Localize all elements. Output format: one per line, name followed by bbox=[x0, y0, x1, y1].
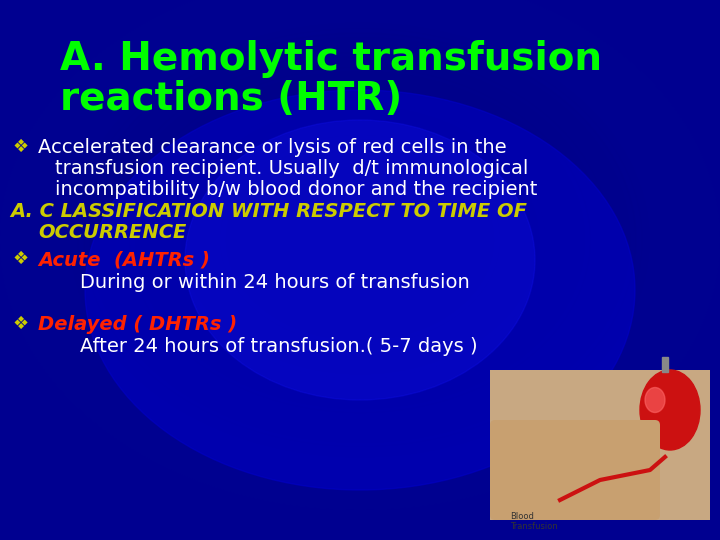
Ellipse shape bbox=[148, 82, 572, 399]
Ellipse shape bbox=[71, 23, 649, 457]
Text: Accelerated clearance or lysis of red cells in the: Accelerated clearance or lysis of red ce… bbox=[38, 138, 507, 157]
Ellipse shape bbox=[226, 140, 494, 340]
Ellipse shape bbox=[161, 91, 559, 389]
Text: transfusion recipient. Usually  d/t immunological: transfusion recipient. Usually d/t immun… bbox=[55, 159, 528, 178]
Text: reactions (HTR): reactions (HTR) bbox=[60, 80, 402, 118]
Text: incompatibility b/w blood donor and the recipient: incompatibility b/w blood donor and the … bbox=[55, 180, 537, 199]
Text: A. C LASSIFICATION WITH RESPECT TO TIME OF: A. C LASSIFICATION WITH RESPECT TO TIME … bbox=[10, 202, 527, 221]
Ellipse shape bbox=[19, 0, 701, 496]
Ellipse shape bbox=[174, 101, 546, 379]
Ellipse shape bbox=[200, 120, 520, 360]
Ellipse shape bbox=[233, 145, 487, 335]
Ellipse shape bbox=[58, 14, 662, 467]
Text: ❖: ❖ bbox=[12, 138, 28, 156]
Text: Delayed ( DHTRs ): Delayed ( DHTRs ) bbox=[38, 315, 237, 334]
Ellipse shape bbox=[65, 18, 655, 462]
Ellipse shape bbox=[26, 0, 694, 491]
Ellipse shape bbox=[168, 96, 552, 384]
Ellipse shape bbox=[129, 67, 591, 413]
Bar bbox=[662, 357, 668, 372]
Ellipse shape bbox=[187, 111, 533, 369]
Ellipse shape bbox=[52, 9, 668, 471]
Ellipse shape bbox=[142, 77, 578, 403]
Text: Acute  (AHTRs ): Acute (AHTRs ) bbox=[38, 250, 210, 269]
Text: OCCURRENCE: OCCURRENCE bbox=[38, 223, 186, 242]
Ellipse shape bbox=[181, 106, 539, 374]
Ellipse shape bbox=[84, 33, 636, 447]
Ellipse shape bbox=[45, 4, 675, 476]
Ellipse shape bbox=[123, 62, 597, 418]
Ellipse shape bbox=[78, 28, 642, 452]
Ellipse shape bbox=[213, 130, 507, 350]
Text: During or within 24 hours of transfusion: During or within 24 hours of transfusion bbox=[80, 273, 469, 292]
Ellipse shape bbox=[6, 0, 714, 505]
Ellipse shape bbox=[0, 0, 720, 510]
Ellipse shape bbox=[32, 0, 688, 486]
Ellipse shape bbox=[220, 135, 500, 345]
Ellipse shape bbox=[39, 0, 681, 481]
Ellipse shape bbox=[207, 125, 513, 355]
Text: A. Hemolytic transfusion: A. Hemolytic transfusion bbox=[60, 40, 602, 78]
Ellipse shape bbox=[640, 370, 700, 450]
Ellipse shape bbox=[13, 0, 707, 500]
Ellipse shape bbox=[97, 43, 623, 437]
Text: ❖: ❖ bbox=[12, 250, 28, 268]
Ellipse shape bbox=[91, 38, 629, 442]
Bar bbox=[490, 370, 710, 520]
Ellipse shape bbox=[185, 120, 535, 400]
Ellipse shape bbox=[194, 116, 526, 365]
Ellipse shape bbox=[252, 159, 468, 321]
Text: Blood
Transfusion: Blood Transfusion bbox=[510, 512, 558, 531]
Text: ❖: ❖ bbox=[12, 315, 28, 333]
Ellipse shape bbox=[104, 48, 616, 433]
Ellipse shape bbox=[645, 388, 665, 413]
Ellipse shape bbox=[239, 149, 481, 330]
Text: After 24 hours of transfusion.( 5-7 days ): After 24 hours of transfusion.( 5-7 days… bbox=[80, 337, 477, 356]
Ellipse shape bbox=[117, 57, 603, 423]
Ellipse shape bbox=[85, 90, 635, 490]
Ellipse shape bbox=[110, 52, 610, 428]
Ellipse shape bbox=[135, 72, 585, 408]
Ellipse shape bbox=[155, 86, 565, 394]
FancyBboxPatch shape bbox=[490, 420, 660, 520]
Ellipse shape bbox=[246, 154, 474, 326]
